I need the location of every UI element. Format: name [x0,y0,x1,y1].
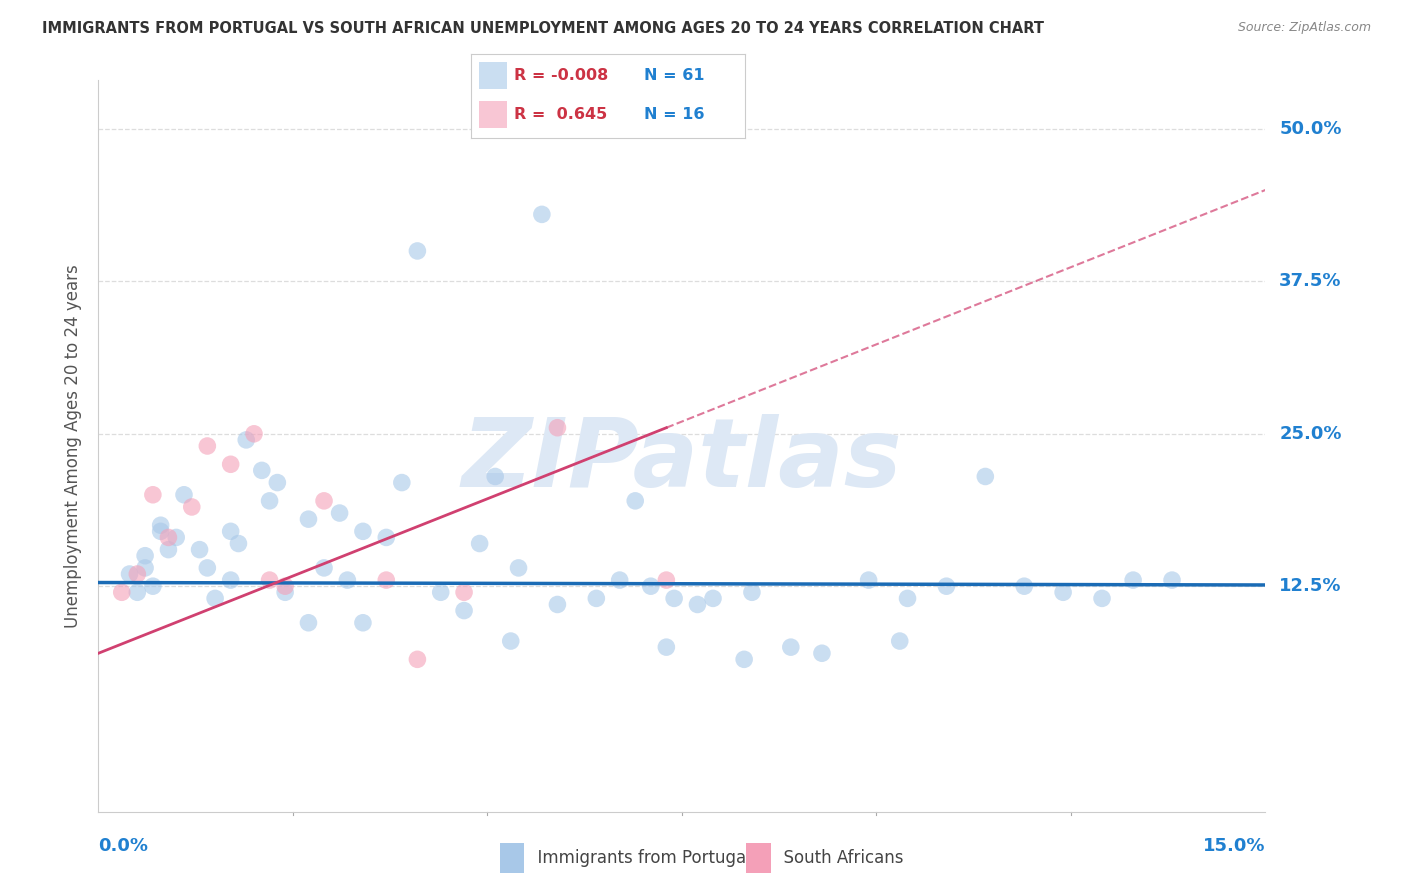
Point [935,579,957,593]
Point [127,585,149,599]
Point [149,518,172,533]
Text: R =  0.645: R = 0.645 [513,107,607,122]
Text: 37.5%: 37.5% [1279,272,1341,291]
Point [312,561,335,575]
Point [686,598,709,612]
Point [585,591,607,606]
Point [336,573,359,587]
Bar [479,101,506,128]
Text: R = -0.008: R = -0.008 [513,68,607,83]
Point [259,573,281,587]
Point [1091,591,1114,606]
Point [250,463,273,477]
Text: N = 61: N = 61 [644,68,704,83]
Text: 12.5%: 12.5% [1279,577,1341,595]
Point [624,494,647,508]
Point [484,469,506,483]
Point [149,524,172,539]
Text: ZIPatlas: ZIPatlas [461,414,903,508]
Point [142,488,165,502]
Point [297,615,319,630]
Point [134,549,156,563]
Point [530,207,553,221]
Point [609,573,631,587]
Point [741,585,763,599]
Point [195,439,218,453]
Point [858,573,880,587]
Point [180,500,202,514]
Point [733,652,755,666]
Point [375,530,398,544]
Point [640,579,662,593]
Point [1052,585,1074,599]
Point [453,604,475,618]
Point [188,542,211,557]
Text: IMMIGRANTS FROM PORTUGAL VS SOUTH AFRICAN UNEMPLOYMENT AMONG AGES 20 TO 24 YEARS: IMMIGRANTS FROM PORTUGAL VS SOUTH AFRICA… [42,21,1045,36]
Point [274,585,297,599]
Point [811,646,834,660]
Y-axis label: Unemployment Among Ages 20 to 24 years: Unemployment Among Ages 20 to 24 years [63,264,82,628]
Point [896,591,918,606]
Point [219,524,242,539]
Point [219,458,242,472]
Point [468,536,491,550]
Point [391,475,413,490]
Point [274,579,297,593]
Point [1012,579,1035,593]
Text: 0.0%: 0.0% [98,837,149,855]
Point [406,652,429,666]
Point [157,542,180,557]
Point [219,573,242,587]
Point [312,494,335,508]
Text: Immigrants from Portugal: Immigrants from Portugal [527,849,751,867]
Text: 15.0%: 15.0% [1204,837,1265,855]
Point [266,475,288,490]
Text: 50.0%: 50.0% [1279,120,1341,138]
Point [243,426,266,441]
Point [508,561,530,575]
Point [235,433,257,447]
Point [142,579,165,593]
Text: Source: ZipAtlas.com: Source: ZipAtlas.com [1237,21,1371,34]
Point [111,585,134,599]
Text: N = 16: N = 16 [644,107,704,122]
Point [173,488,195,502]
Point [352,524,374,539]
Point [1122,573,1144,587]
Point [406,244,429,258]
Point [429,585,451,599]
Point [453,585,475,599]
Point [297,512,319,526]
Point [499,634,522,648]
Point [195,561,218,575]
Point [889,634,911,648]
Point [157,530,180,544]
Point [352,615,374,630]
Point [127,567,149,582]
Point [662,591,685,606]
Point [546,421,568,435]
Text: 25.0%: 25.0% [1279,425,1341,442]
Point [1161,573,1184,587]
Point [702,591,724,606]
Point [118,567,141,582]
Point [974,469,997,483]
Point [228,536,250,550]
Point [546,598,568,612]
Point [204,591,226,606]
Point [779,640,801,655]
Point [655,573,678,587]
Bar [479,62,506,89]
Point [329,506,352,520]
Point [655,640,678,655]
Point [165,530,187,544]
Point [375,573,398,587]
Text: South Africans: South Africans [773,849,904,867]
Point [259,494,281,508]
Point [134,561,156,575]
